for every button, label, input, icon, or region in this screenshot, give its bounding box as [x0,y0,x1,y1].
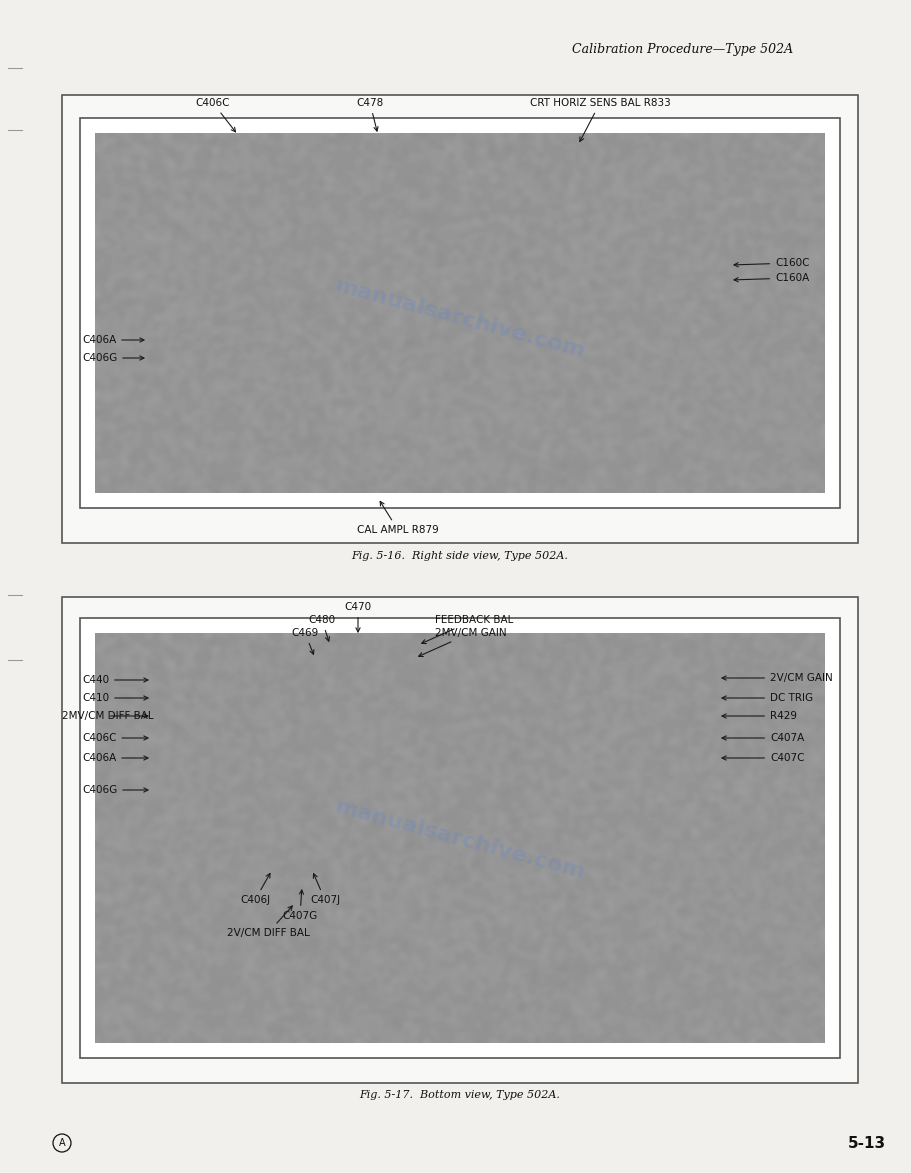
Text: C410: C410 [82,693,148,703]
Text: C406J: C406J [240,874,270,906]
Text: 2V/CM DIFF BAL: 2V/CM DIFF BAL [226,906,309,938]
Text: 2MV/CM DIFF BAL: 2MV/CM DIFF BAL [62,711,153,721]
Bar [80,118,839,508]
Text: C469: C469 [291,628,318,655]
Text: C407G: C407G [282,890,317,921]
Text: C470: C470 [344,602,371,632]
Text: Fig. 5-17.  Bottom view, Type 502A.: Fig. 5-17. Bottom view, Type 502A. [359,1090,560,1100]
Bar [80,618,839,1058]
Text: C440: C440 [82,674,148,685]
Text: C406C: C406C [196,99,235,131]
Text: 5-13: 5-13 [847,1135,885,1151]
Text: FEEDBACK BAL: FEEDBACK BAL [421,615,513,644]
Text: C406A: C406A [82,753,148,762]
Text: C406C: C406C [82,733,148,743]
Text: A: A [58,1138,66,1148]
Text: C160C: C160C [733,258,809,267]
Text: 2MV/CM GAIN: 2MV/CM GAIN [418,628,507,657]
Text: C480: C480 [308,615,335,642]
Text: 2V/CM GAIN: 2V/CM GAIN [722,673,832,683]
Text: Fig. 5-16.  Right side view, Type 502A.: Fig. 5-16. Right side view, Type 502A. [351,551,568,561]
Text: R429: R429 [722,711,796,721]
Text: C407C: C407C [722,753,804,762]
Text: CAL AMPL R879: CAL AMPL R879 [357,501,438,535]
Text: C407A: C407A [722,733,804,743]
Text: manualsarchive.com: manualsarchive.com [333,796,587,883]
Text: manualsarchive.com: manualsarchive.com [333,276,587,362]
Text: C478: C478 [356,99,384,131]
Text: CRT HORIZ SENS BAL R833: CRT HORIZ SENS BAL R833 [529,99,670,142]
Bar [62,95,857,543]
Text: C406A: C406A [82,335,144,345]
Text: Calibration Procedure—Type 502A: Calibration Procedure—Type 502A [572,43,793,56]
Text: C406G: C406G [82,785,148,795]
Text: C160A: C160A [733,273,808,283]
Bar [62,597,857,1083]
Text: C406G: C406G [82,353,144,362]
Text: DC TRIG: DC TRIG [722,693,813,703]
Text: C407J: C407J [310,874,340,906]
